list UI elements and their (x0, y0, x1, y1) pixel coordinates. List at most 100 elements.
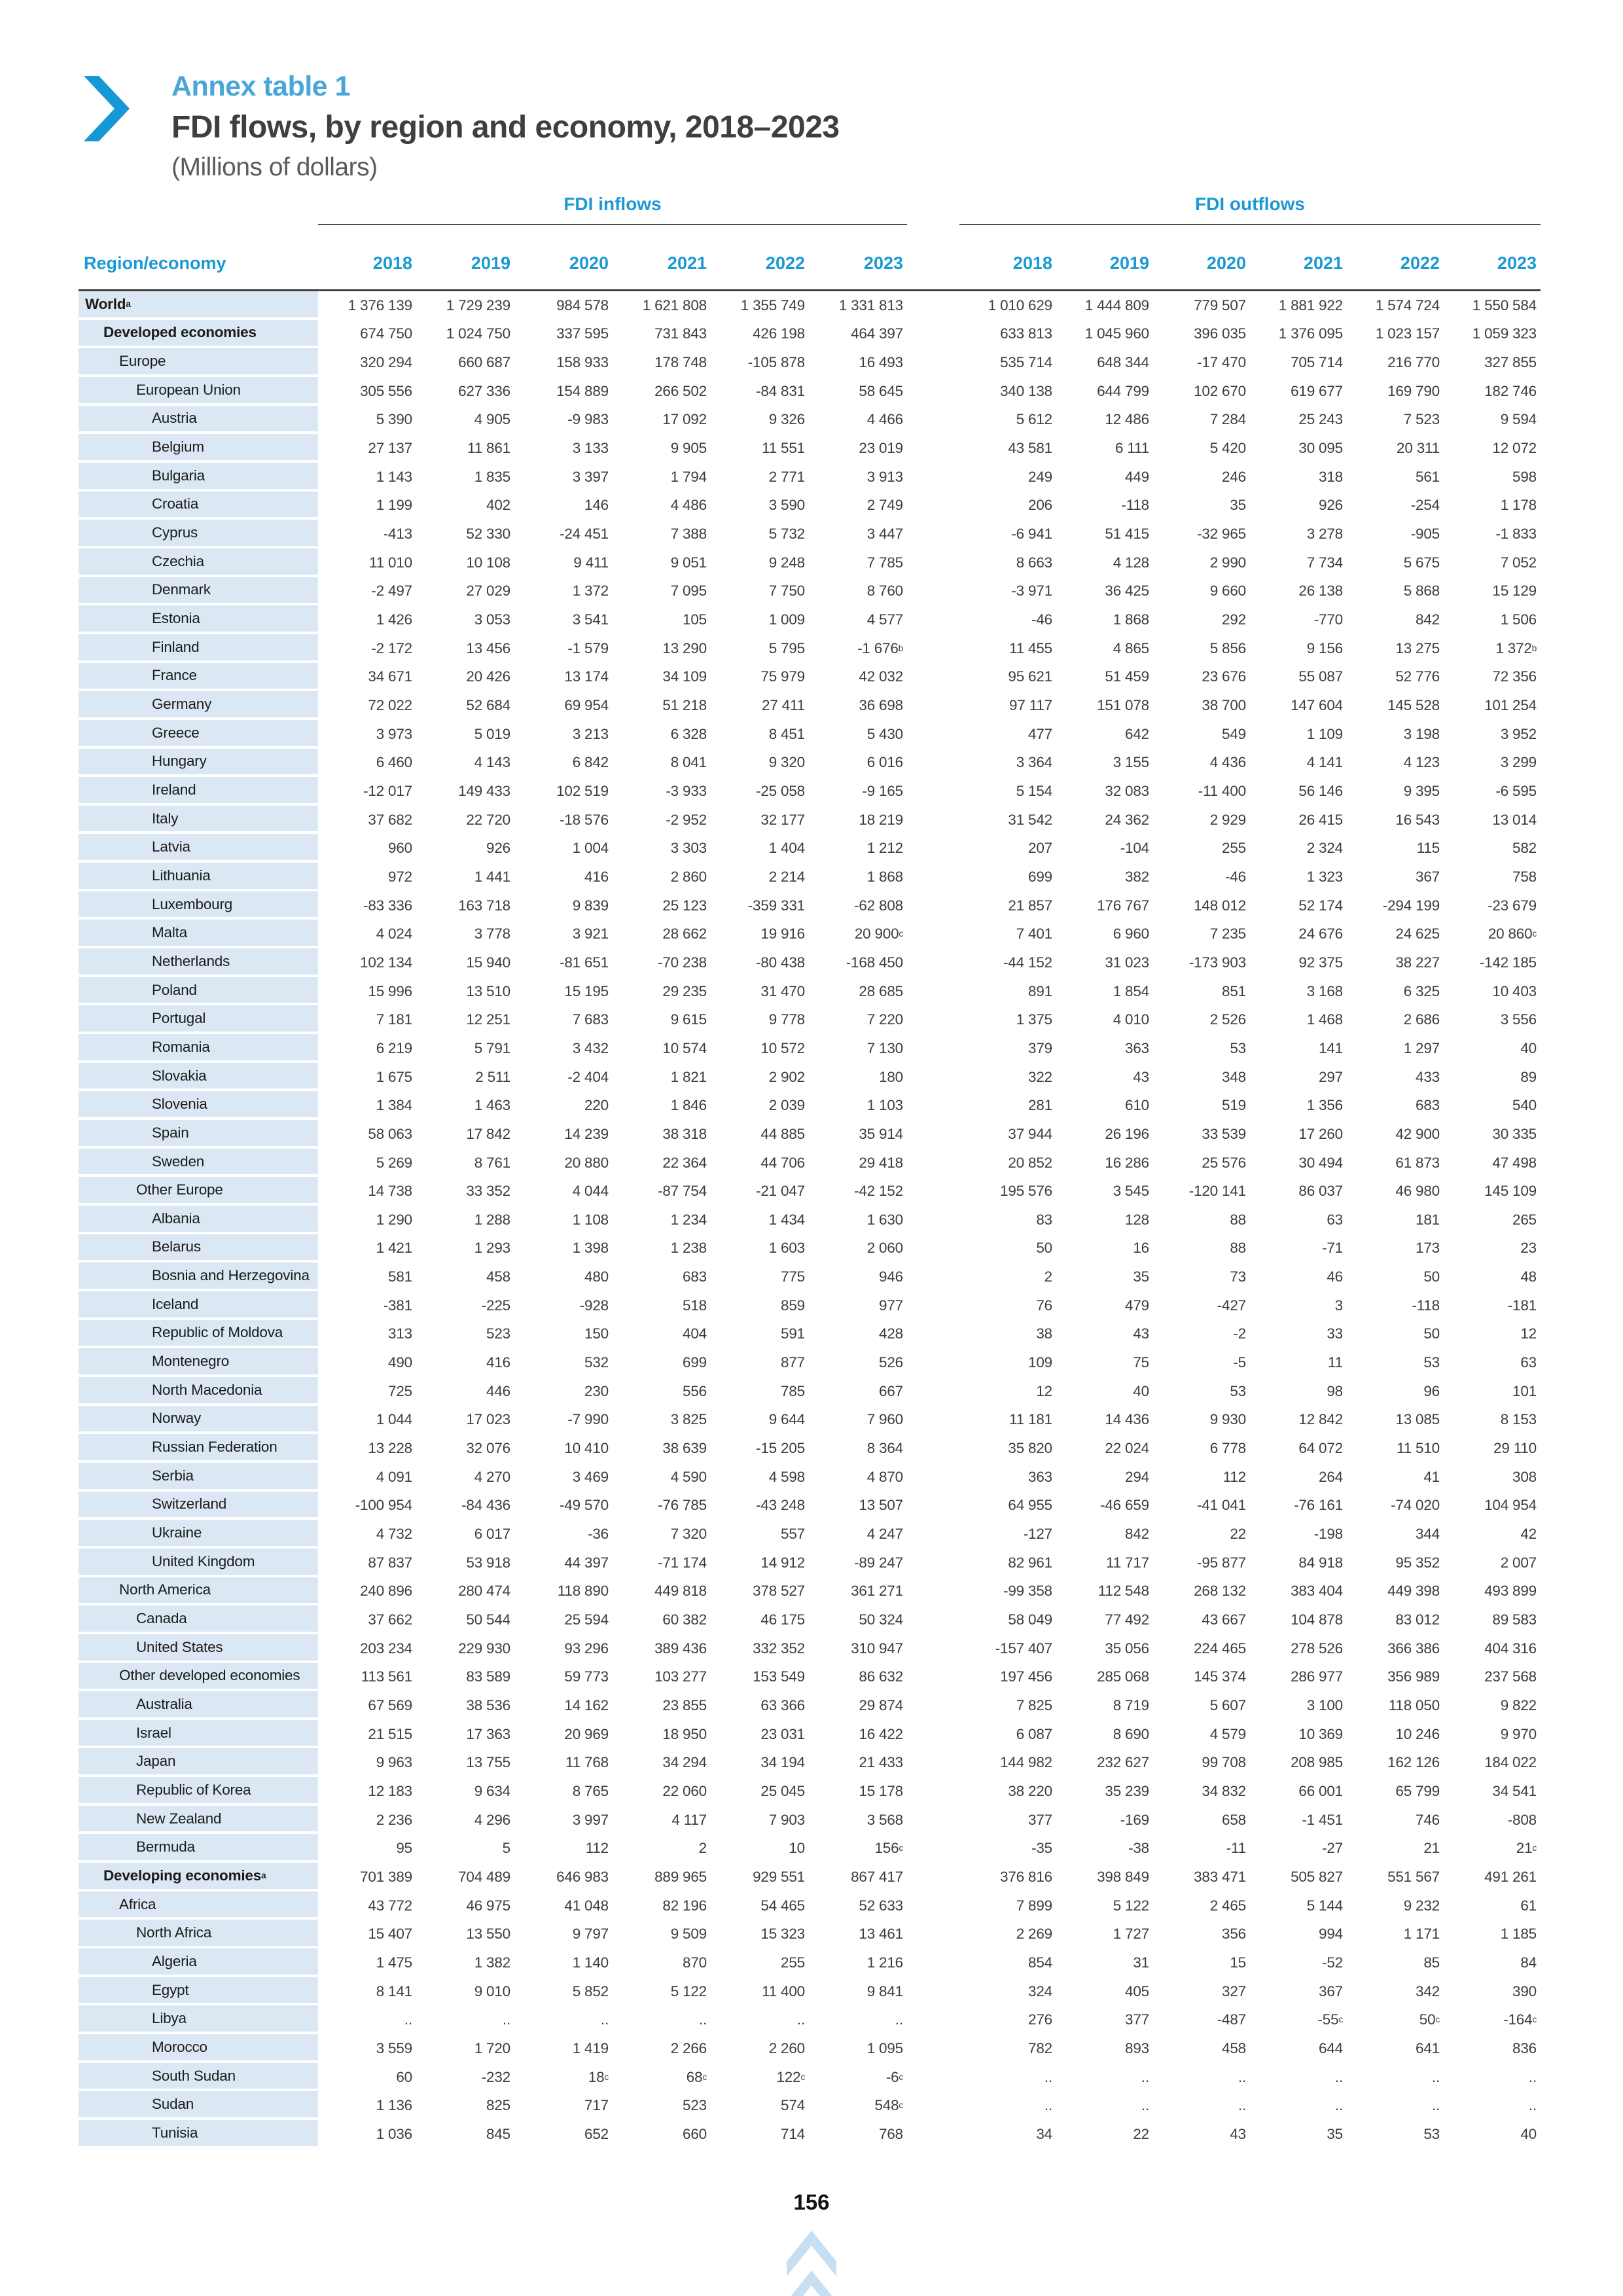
inflow-value-cell: 28 685 (859, 982, 903, 999)
outflow-value-cell: 92 375 (1298, 954, 1343, 971)
outflow-value-cell: 22 (1230, 1526, 1246, 1543)
region-cell: Europe (79, 348, 318, 377)
inflow-value-cell: 27 411 (762, 697, 805, 714)
region-cell: Australia (79, 1691, 318, 1720)
outflow-value-cell: 10 403 (1492, 982, 1537, 999)
outflow-value-cell: 24 362 (1105, 811, 1149, 828)
outflow-value-cell: 9 594 (1500, 411, 1537, 428)
outflow-value-cell: 72 356 (1492, 668, 1537, 685)
outflow-value-cell: 11 510 (1397, 1440, 1440, 1457)
inflow-value-cell: 1 288 (474, 1211, 511, 1228)
inflow-value-cell: 38 536 (466, 1696, 510, 1713)
inflow-value-cell: -84 436 (461, 1497, 510, 1514)
outflow-value-cell: 52 174 (1298, 897, 1343, 914)
outflow-value-cell: 147 604 (1291, 697, 1343, 714)
outflow-value-cell: -95 877 (1197, 1554, 1246, 1571)
outflow-value-cell: 151 078 (1097, 697, 1149, 714)
inflow-value-cell: 13 461 (859, 1926, 903, 1943)
group-gap (907, 948, 959, 977)
region-cell: Greece (79, 719, 318, 749)
inflow-value-cell: 36 698 (859, 697, 903, 714)
outflow-value-cell: -46 (1031, 611, 1052, 628)
outflow-value-cell: 648 344 (1097, 354, 1149, 371)
inflow-value-cell: 20 426 (466, 668, 510, 685)
inflow-value-cell: 113 561 (361, 1668, 412, 1685)
region-cell: Cyprus (79, 520, 318, 548)
inflow-value-cell: 11 861 (467, 440, 510, 457)
table-row: Ukraine 4 732 6 017 -36 7 320 557 4 247 -127 842… (79, 1520, 1541, 1549)
inflow-value-cell: 704 489 (458, 1868, 510, 1885)
inflow-value-cell: 9 797 (572, 1926, 609, 1943)
table-row: Czechia 11 010 10 108 9 411 9 051 9 248 7 785 8… (79, 548, 1541, 577)
inflow-value-cell: 389 436 (654, 1640, 707, 1657)
inflow-value-cell: .. (502, 2011, 510, 2028)
group-gap (907, 1263, 959, 1291)
inflow-value-cell: 4 466 (866, 411, 904, 428)
outflow-value-cell: 82 961 (1008, 1554, 1052, 1571)
outflow-value-cell: 1 506 (1500, 611, 1537, 628)
inflow-value-cell: 46 175 (760, 1611, 805, 1628)
table-row: Germany 72 022 52 684 69 954 51 218 27 411 36 … (79, 691, 1541, 720)
inflow-value-cell: 8 364 (866, 1440, 904, 1457)
outflow-value-cell: 1 010 629 (988, 296, 1052, 314)
outflow-value-cell: 3 952 (1500, 725, 1537, 742)
inflow-value-cell: 1 404 (768, 840, 806, 857)
outflow-value-cell: 10 246 (1395, 1725, 1440, 1742)
region-cell: Switzerland (79, 1491, 318, 1520)
inflow-value-cell: 6 460 (376, 754, 413, 771)
inflow-value-cell: 1 794 (670, 468, 707, 485)
inflow-value-cell: -3 933 (666, 782, 707, 799)
outflow-value-cell: 145 109 (1484, 1183, 1537, 1200)
outflow-value-cell: -17 470 (1197, 354, 1246, 371)
outflow-value-cell: 43 (1230, 2125, 1246, 2142)
group-gap (907, 1206, 959, 1234)
outflow-value-cell: 35 820 (1008, 1440, 1052, 1457)
outflow-value-cell: 16 (1133, 1240, 1149, 1257)
outflow-value-cell: 758 (1512, 868, 1537, 885)
outflow-value-cell: 1 881 922 (1278, 296, 1343, 314)
inflow-value-cell: 229 930 (458, 1640, 510, 1657)
group-gap (907, 1377, 959, 1406)
group-gap (907, 891, 959, 920)
inflow-value-cell: 4 143 (474, 754, 511, 771)
inflow-value-cell: 41 048 (564, 1897, 609, 1914)
inflow-value-cell: .. (796, 2011, 805, 2028)
outflow-value-cell: 208 985 (1291, 1754, 1343, 1771)
inflow-value-cell: 1 382 (474, 1954, 511, 1971)
outflow-value-cell: 13 014 (1492, 811, 1537, 828)
outflow-value-cell: 294 (1125, 1468, 1149, 1485)
outflow-value-cell: 64 955 (1008, 1497, 1052, 1514)
inflow-value-cell: 3 303 (670, 840, 707, 857)
inflow-value-cell: 11 400 (762, 1982, 805, 2000)
inflow-value-cell: 464 397 (851, 325, 903, 342)
outflow-value-cell: 35 239 (1105, 1782, 1149, 1799)
region-cell: World a (79, 291, 318, 320)
inflow-value-cell: 660 687 (458, 354, 510, 371)
inflow-value-cell: 13 550 (466, 1926, 510, 1943)
outflow-value-cell: 197 456 (1000, 1668, 1052, 1685)
group-gap (907, 1834, 959, 1863)
outflow-value-cell: 182 746 (1484, 382, 1537, 399)
outflow-value-cell: 561 (1416, 468, 1440, 485)
inflow-value-cell: -2 172 (371, 639, 412, 656)
inflow-value-cell: -9 165 (862, 782, 903, 799)
group-gap (907, 1977, 959, 2006)
outflow-value-cell: -38 (1128, 1840, 1149, 1857)
outflow-value-cell: 55 087 (1298, 668, 1343, 685)
outflow-value-cell: 47 498 (1492, 1154, 1537, 1171)
inflow-value-cell: 1 103 (866, 1097, 904, 1114)
outflow-value-cell: -46 659 (1100, 1497, 1149, 1514)
outflow-value-cell: 195 576 (1000, 1183, 1052, 1200)
inflow-value-cell: 29 874 (859, 1696, 903, 1713)
region-cell: Egypt (79, 1977, 318, 2006)
table-row: Tunisia 1 036 845 652 660 714 768 34 22 43 35 53 40 (79, 2120, 1541, 2149)
outflow-value-cell: 50 c (1419, 2011, 1440, 2028)
outflow-value-cell: -71 (1322, 1240, 1343, 1257)
inflow-value-cell: 1 009 (768, 611, 806, 628)
outflow-value-cell: -99 358 (1003, 1583, 1052, 1600)
inflow-value-cell: -87 754 (658, 1183, 707, 1200)
table-row: Africa 43 772 46 975 41 048 82 196 54 465 52 6… (79, 1891, 1541, 1920)
inflow-value-cell: 60 (396, 2068, 412, 2085)
outflow-value-cell: 549 (1222, 725, 1246, 742)
region-cell: Ireland (79, 777, 318, 806)
